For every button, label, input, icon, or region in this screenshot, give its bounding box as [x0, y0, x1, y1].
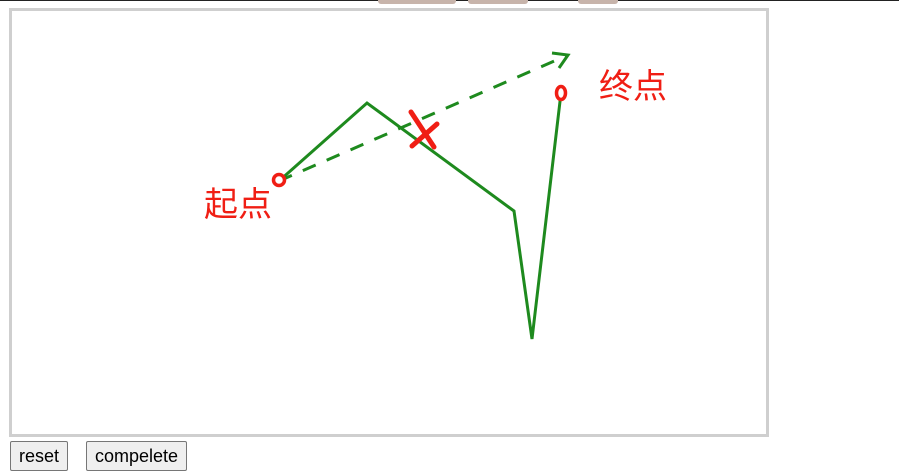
clipped-graphic-fragment: [578, 0, 618, 4]
clipped-graphic-fragment: [468, 0, 528, 4]
start-point-marker: [271, 172, 287, 188]
clipped-graphic-fragment: [378, 0, 456, 4]
complete-button[interactable]: compelete: [86, 441, 188, 471]
start-point-label: 起点: [204, 185, 272, 225]
arrow-head-icon: [551, 51, 571, 69]
reset-button[interactable]: reset: [10, 441, 69, 471]
end-point-label: 终点: [599, 67, 667, 107]
cross-mark-icon: [408, 109, 440, 150]
dashed-direct-path: [278, 53, 569, 183]
drawn-path: [278, 92, 563, 340]
end-point-marker: [554, 84, 568, 102]
drawing-canvas[interactable]: 起点 终点: [9, 8, 769, 437]
drawing-svg: [271, 51, 571, 340]
